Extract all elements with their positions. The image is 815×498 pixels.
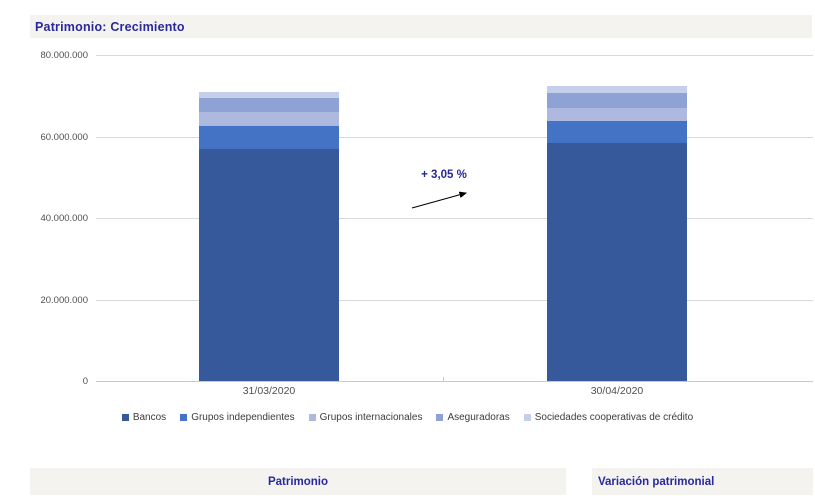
bar-segment[interactable] — [547, 93, 687, 109]
gridline — [96, 299, 813, 301]
legend-item-label: Sociedades cooperativas de crédito — [534, 411, 694, 423]
y-axis-tick-label: 20.000.000 — [40, 294, 88, 306]
x-axis-category-label: 30/04/2020 — [590, 385, 644, 397]
section-header-patrimonio-label: Patrimonio — [267, 475, 329, 488]
legend-item-label: Bancos — [132, 411, 167, 423]
bar-segment[interactable] — [199, 92, 339, 99]
y-axis-tick-label: 40.000.000 — [40, 213, 88, 224]
chart-title: Patrimonio: Crecimiento — [35, 19, 185, 34]
y-axis-tick-label: 60.000.000 — [40, 131, 88, 143]
y-axis-tick-label: 0 — [82, 376, 88, 387]
section-header-variacion-label: Variación patrimonial — [598, 475, 715, 488]
gridline — [96, 55, 813, 56]
legend-item-label: Aseguradoras — [447, 411, 510, 423]
chart-title-bar: Patrimonio: Crecimiento — [30, 15, 812, 38]
bar-segment[interactable] — [547, 108, 687, 122]
x-axis-category-label: 31/03/2020 — [242, 385, 296, 397]
growth-annotation: + 3,05 % — [421, 169, 467, 181]
section-header-patrimonio: Patrimonio — [30, 468, 566, 495]
legend-swatch — [523, 413, 531, 421]
gridline — [96, 136, 813, 138]
legend-item[interactable]: Grupos independientes — [180, 411, 295, 423]
legend-swatch — [308, 413, 316, 421]
bar-segment[interactable] — [199, 112, 339, 127]
bar-segment[interactable] — [547, 86, 687, 94]
legend-item-label: Grupos independientes — [191, 411, 295, 423]
y-axis-tick-label: 80.000.000 — [40, 50, 88, 61]
legend-item-label: Grupos internacionales — [319, 411, 423, 423]
legend-item[interactable]: Bancos — [121, 411, 167, 423]
legend-swatch — [121, 413, 129, 421]
legend-item[interactable]: Grupos internacionales — [308, 411, 423, 423]
legend: Bancos Grupos independientes Grupos intern… — [0, 408, 815, 426]
legend-swatch — [436, 413, 444, 421]
bar-segment[interactable] — [199, 98, 339, 113]
bar-segment[interactable] — [199, 126, 339, 150]
x-axis-line — [96, 381, 813, 382]
bar-segment[interactable] — [547, 121, 687, 143]
gridline — [96, 218, 813, 219]
bar-segment[interactable] — [547, 142, 687, 381]
section-header-variacion-patrimonial: Variación patrimonial — [592, 468, 813, 495]
growth-arrow-icon — [411, 191, 468, 209]
legend-item[interactable]: Aseguradoras — [436, 411, 510, 423]
legend-swatch — [180, 413, 188, 421]
bar-segment[interactable] — [199, 149, 339, 381]
legend-item[interactable]: Sociedades cooperativas de crédito — [523, 411, 694, 423]
x-axis-tick — [443, 377, 444, 381]
